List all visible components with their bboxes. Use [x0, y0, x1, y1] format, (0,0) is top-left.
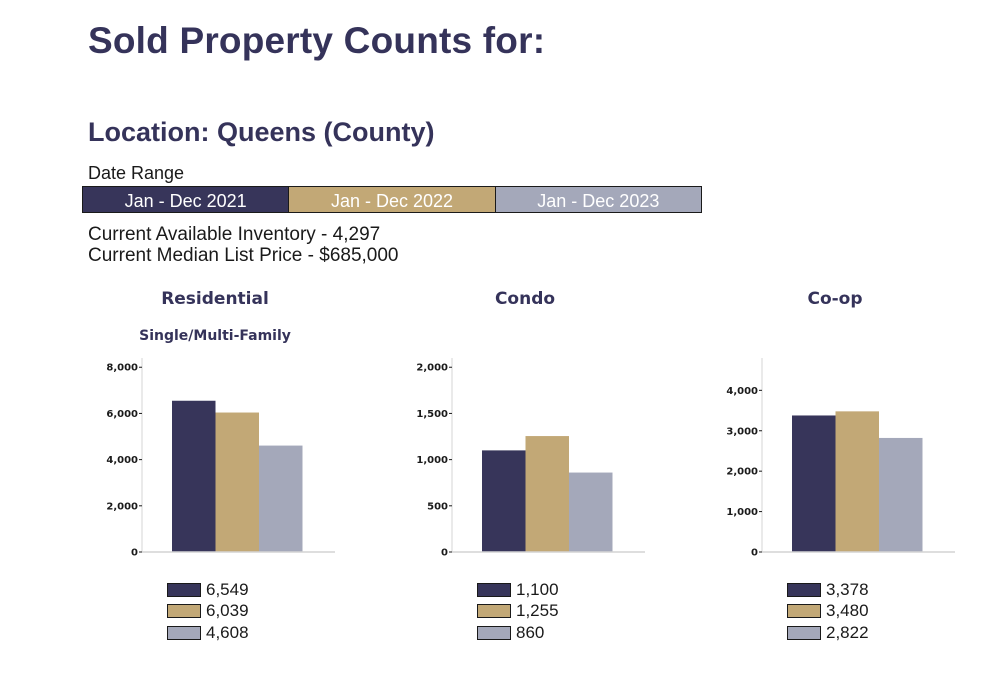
legend-swatch-2021 — [167, 582, 201, 597]
bar-2022 — [215, 412, 259, 552]
available-inventory: Current Available Inventory - 4,297 — [88, 224, 381, 245]
legend-swatch-2023 — [167, 625, 201, 640]
chart-legend: 1,100 1,255 860 — [477, 579, 559, 644]
legend-item: 860 — [477, 622, 559, 644]
y-tick-label: 1,000 — [416, 455, 448, 466]
chart-legend: 3,378 3,480 2,822 — [787, 579, 869, 644]
y-tick-label: 0 — [751, 548, 758, 559]
legend-value: 6,039 — [206, 601, 249, 621]
legend-value: 860 — [516, 622, 545, 642]
date-range-2021: Jan - Dec 2021 — [83, 187, 290, 212]
date-range-label: Date Range — [88, 163, 185, 183]
y-tick-label: 1,000 — [726, 507, 758, 518]
y-tick-label: 1,500 — [416, 409, 448, 420]
legend-item: 1,100 — [477, 579, 559, 601]
legend-item: 2,822 — [787, 622, 869, 644]
page-title: Sold Property Counts for: — [88, 20, 546, 61]
legend-swatch-2022 — [167, 604, 201, 619]
legend-item: 1,255 — [477, 601, 559, 623]
y-tick-label: 2,000 — [726, 467, 758, 478]
legend-value: 3,378 — [826, 579, 869, 599]
location-heading: Location: Queens (County) — [88, 117, 435, 147]
y-tick-label: 2,000 — [106, 501, 138, 512]
legend-swatch-2022 — [477, 604, 511, 619]
bar-2023 — [879, 437, 923, 552]
bar-2023 — [569, 472, 613, 552]
date-range-2023: Jan - Dec 2023 — [495, 187, 701, 212]
chart-subtitle: Single/Multi-Family — [139, 328, 291, 344]
bar-2021 — [172, 400, 216, 552]
legend-item: 6,039 — [167, 601, 249, 623]
legend-swatch-2023 — [787, 625, 821, 640]
y-tick-label: 4,000 — [726, 386, 758, 397]
date-range-2022: Jan - Dec 2022 — [289, 187, 496, 212]
chart-title: Condo — [494, 289, 556, 309]
median-list-price: Current Median List Price - $685,000 — [88, 245, 399, 266]
chart-plot: 0 2,000 4,000 6,000 8,000 — [106, 358, 335, 559]
legend-swatch-2021 — [477, 582, 511, 597]
chart-plot: 0 500 1,000 1,500 2,000 — [416, 358, 645, 559]
y-tick-label: 0 — [131, 548, 138, 559]
y-tick-label: 4,000 — [106, 455, 138, 466]
chart-coop: Co-op 0 1,000 2,000 3,000 4,000 3,378 3,480 … — [685, 280, 985, 660]
y-tick-label: 3,000 — [726, 426, 758, 437]
legend-value: 1,255 — [516, 601, 559, 621]
legend-value: 2,822 — [826, 622, 869, 642]
legend-item: 3,480 — [787, 601, 869, 623]
y-tick-label: 500 — [427, 501, 448, 512]
legend-value: 4,608 — [206, 622, 249, 642]
legend-item: 6,549 — [167, 579, 249, 601]
bar-2021 — [792, 415, 836, 552]
legend-swatch-2022 — [787, 604, 821, 619]
legend-value: 6,549 — [206, 579, 249, 599]
inventory-info: Current Available Inventory - 4,297 Curr… — [88, 224, 399, 266]
legend-swatch-2023 — [477, 625, 511, 640]
y-tick-label: 8,000 — [106, 363, 138, 374]
y-tick-label: 0 — [441, 548, 448, 559]
y-tick-label: 2,000 — [416, 363, 448, 374]
chart-legend: 6,549 6,039 4,608 — [167, 579, 249, 644]
legend-item: 3,378 — [787, 579, 869, 601]
y-tick-label: 6,000 — [106, 409, 138, 420]
chart-condo: Condo 0 500 1,000 1,500 2,000 1,100 1,255 86… — [375, 280, 675, 660]
legend-item: 4,608 — [167, 622, 249, 644]
legend-value: 1,100 — [516, 579, 559, 599]
chart-residential: Residential Single/Multi-Family 0 2,000 4,… — [65, 280, 365, 660]
legend-swatch-2021 — [787, 582, 821, 597]
chart-title: Co-op — [807, 289, 863, 309]
legend-value: 3,480 — [826, 601, 869, 621]
chart-title: Residential — [161, 289, 269, 309]
bar-2022 — [525, 436, 569, 552]
bar-2022 — [835, 411, 879, 552]
bar-2021 — [482, 450, 526, 552]
bar-2023 — [259, 445, 303, 552]
date-range-legend: Jan - Dec 2021 Jan - Dec 2022 Jan - Dec … — [82, 186, 702, 213]
chart-plot: 0 1,000 2,000 3,000 4,000 — [726, 358, 955, 559]
